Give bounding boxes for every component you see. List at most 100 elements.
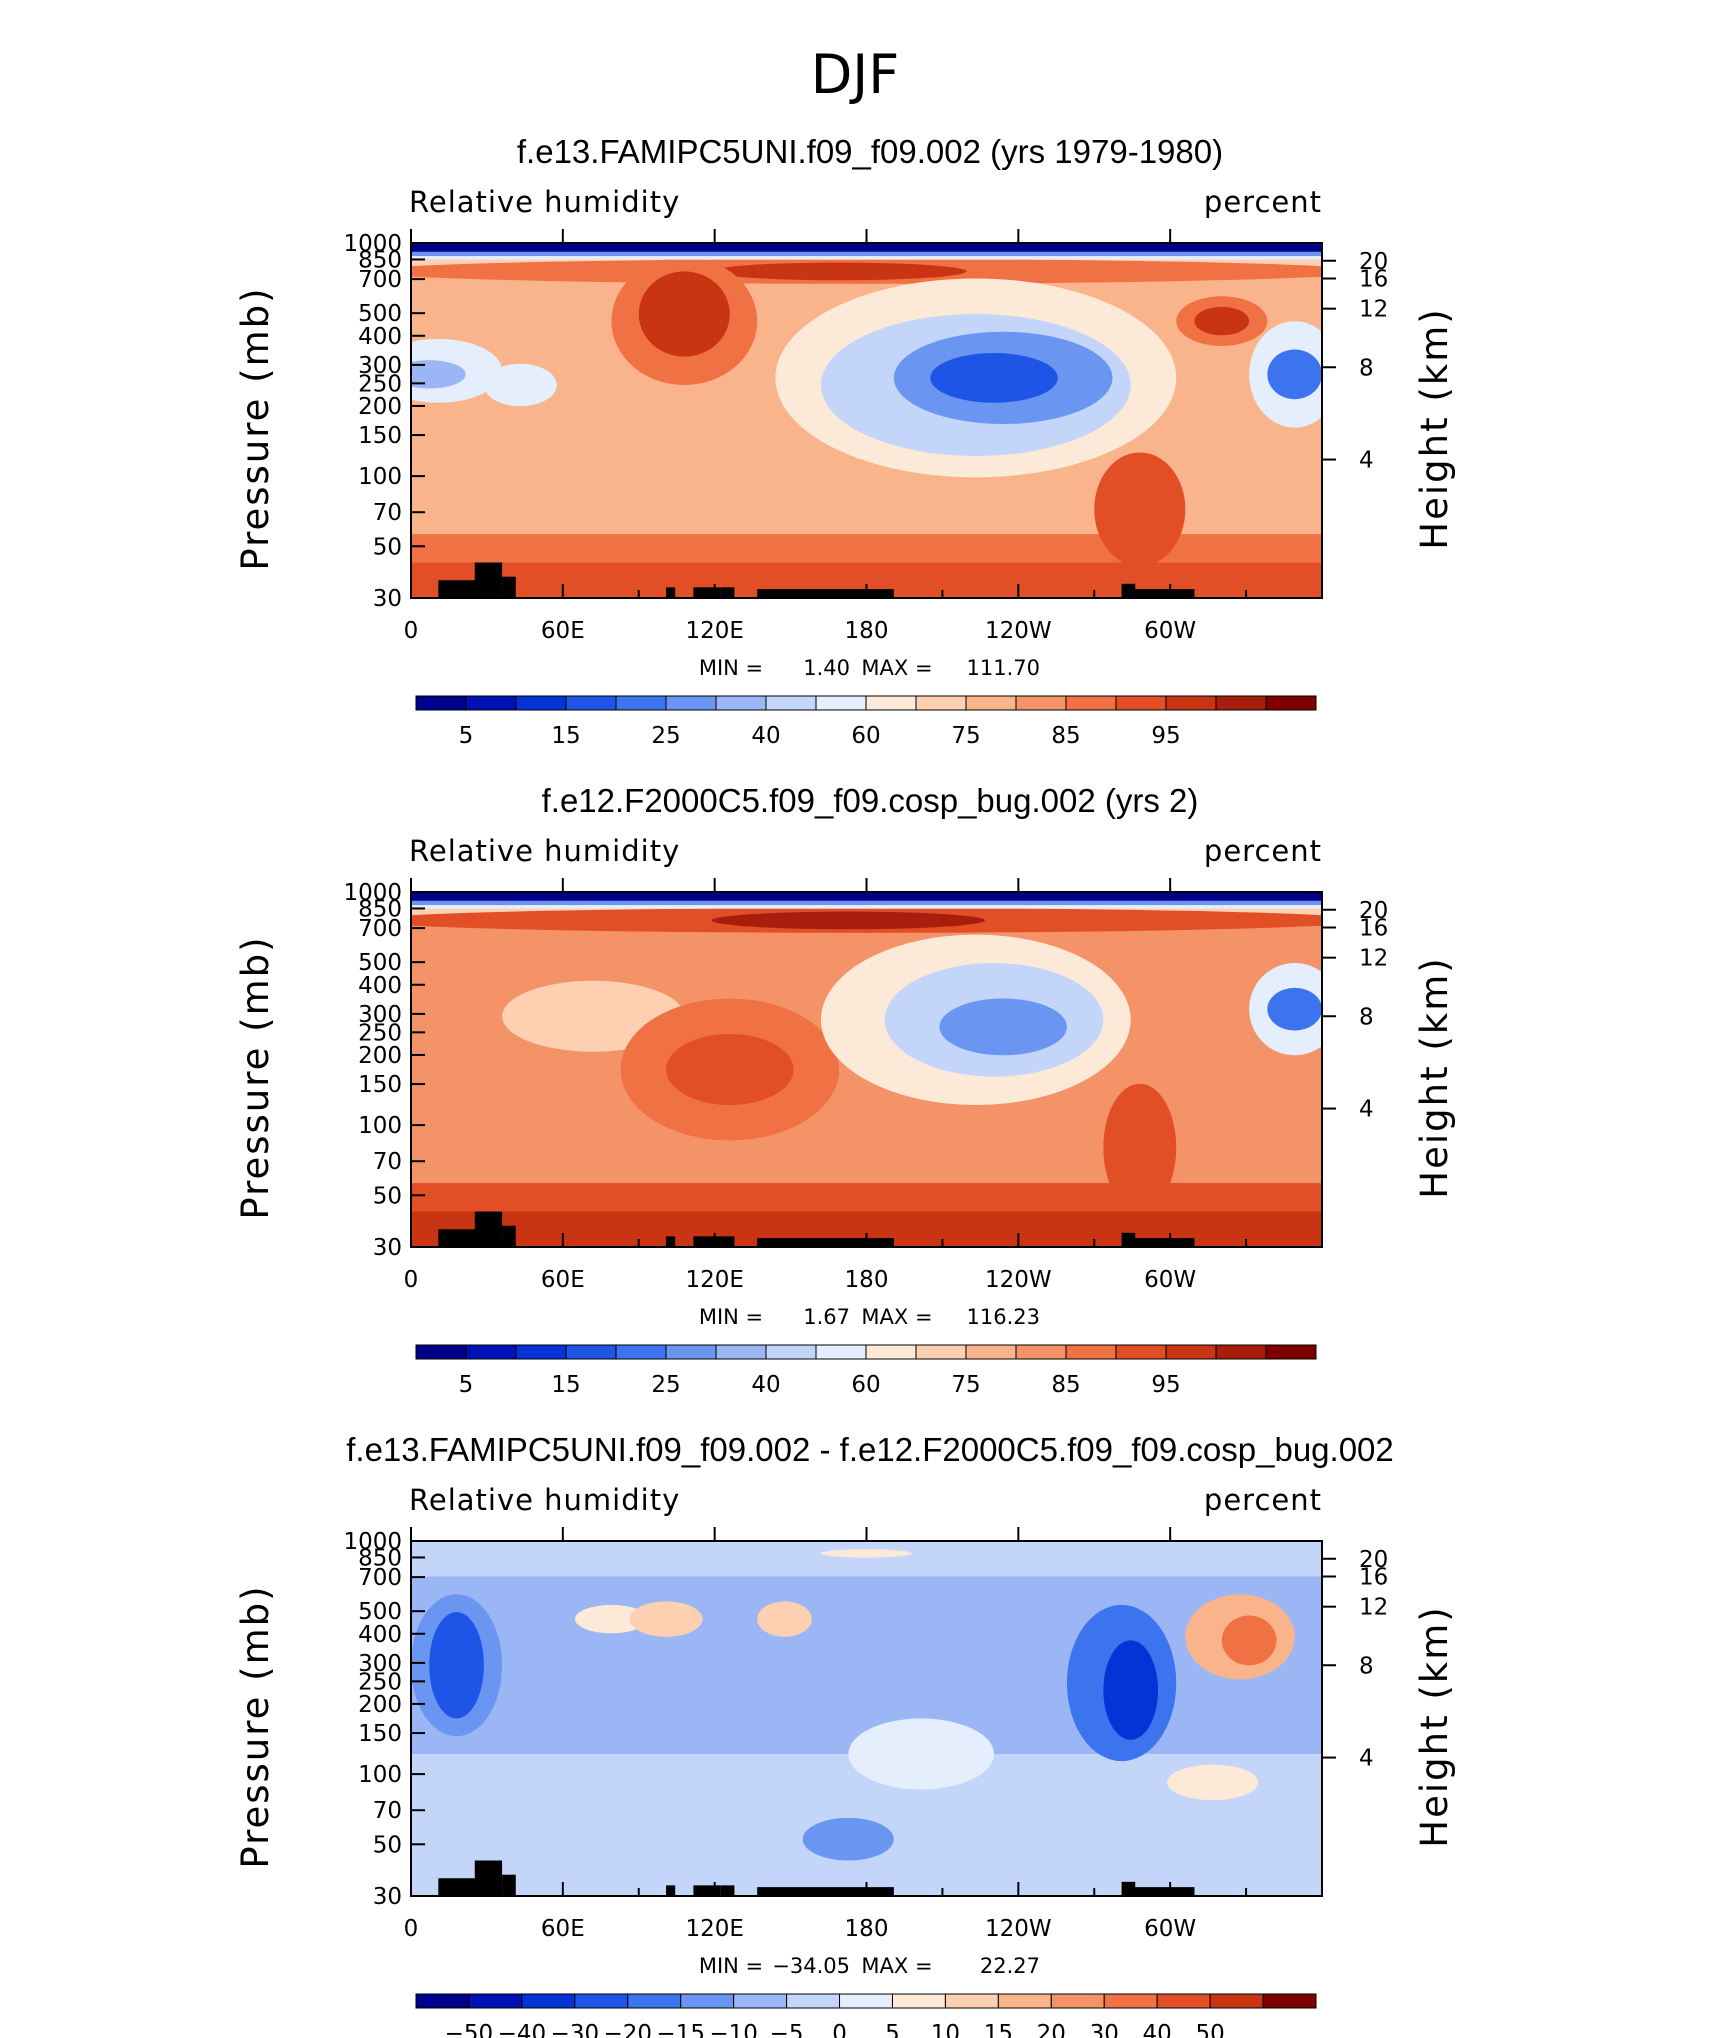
- contour-band: [1194, 306, 1250, 336]
- colorbar-tick-label: 40: [1143, 2021, 1172, 2038]
- x-tick-label: 120E: [685, 618, 743, 644]
- colorbar-tick-label: 95: [1151, 723, 1180, 749]
- height-tick-label: 20: [1359, 249, 1388, 275]
- panel-1: f.e13.FAMIPC5UNI.f09_f09.002 (yrs 1979-1…: [234, 133, 1456, 749]
- min-value: 1.67: [803, 1305, 850, 1329]
- contour-band: [429, 1612, 484, 1719]
- contour-band: [574, 1604, 648, 1634]
- y-tick-label: 70: [373, 1149, 402, 1175]
- colorbar-swatch: [1065, 1344, 1117, 1360]
- colorbar-swatch: [715, 1344, 767, 1360]
- contour-band: [411, 256, 1322, 260]
- y-tick-label: 50: [373, 1183, 402, 1209]
- contour-band: [411, 251, 1322, 257]
- colorbar-tick-label: 15: [984, 2021, 1013, 2038]
- y-tick-label: 400: [358, 1622, 402, 1648]
- y-tick-label: 100: [358, 464, 402, 490]
- topography: [693, 1885, 721, 1896]
- colorbar-swatch: [627, 1993, 682, 2009]
- y-tick-label: 1000: [343, 880, 402, 906]
- colorbar-swatch: [815, 695, 867, 711]
- y-axis-label: Pressure (mb): [234, 935, 277, 1219]
- colorbar-swatch: [765, 695, 817, 711]
- x-tick-label: 180: [845, 1267, 889, 1293]
- panel-3: f.e13.FAMIPC5UNI.f09_f09.002 - f.e12.F20…: [234, 1431, 1456, 2038]
- x-tick-label: 120W: [985, 618, 1052, 644]
- contour-band: [1267, 987, 1322, 1031]
- colorbar-swatch: [915, 695, 967, 711]
- y-tick-label: 1000: [343, 1529, 402, 1555]
- colorbar-tick-label: 25: [651, 723, 680, 749]
- x-tick-label: 180: [845, 618, 889, 644]
- units-label: percent: [1204, 185, 1322, 219]
- colorbar-swatch: [1215, 1344, 1267, 1360]
- panel-title: f.e12.F2000C5.f09_f09.cosp_bug.002 (yrs …: [542, 782, 1199, 819]
- colorbar-swatch: [1015, 1344, 1067, 1360]
- y-axis-label-right: Height (km): [1413, 307, 1456, 549]
- colorbar-swatch: [1262, 1993, 1317, 2009]
- height-tick-label: 8: [1359, 1653, 1374, 1679]
- y-tick-label: 400: [358, 324, 402, 350]
- colorbar-swatch: [1015, 695, 1067, 711]
- colorbar-swatch: [815, 1344, 867, 1360]
- topography: [666, 1236, 676, 1247]
- colorbar-tick-label: 75: [951, 723, 980, 749]
- topography: [720, 1885, 735, 1896]
- x-tick-label: 0: [404, 618, 419, 644]
- panel-2: f.e12.F2000C5.f09_f09.cosp_bug.002 (yrs …: [234, 782, 1456, 1398]
- y-tick-label: 200: [358, 394, 402, 420]
- y-axis-label-right: Height (km): [1413, 1605, 1456, 1847]
- contour-band: [848, 1718, 995, 1790]
- y-tick-label: 700: [358, 916, 402, 942]
- height-tick-label: 16: [1359, 267, 1388, 293]
- y-tick-label: 850: [358, 896, 402, 922]
- y-tick-label: 200: [358, 1043, 402, 1069]
- colorbar-tick-label: 95: [1151, 1372, 1180, 1398]
- colorbar-swatch: [891, 1993, 946, 2009]
- x-tick-label: 120W: [985, 1267, 1052, 1293]
- colorbar-swatch: [786, 1993, 841, 2009]
- height-tick-label: 4: [1359, 448, 1374, 474]
- x-tick-label: 60E: [541, 1267, 585, 1293]
- x-tick-label: 0: [404, 1267, 419, 1293]
- contour-band: [638, 271, 730, 357]
- height-tick-label: 16: [1359, 916, 1388, 942]
- variable-label: Relative humidity: [409, 185, 680, 219]
- height-tick-label: 12: [1359, 1595, 1388, 1621]
- colorbar-swatch: [1115, 1344, 1167, 1360]
- contour-band: [411, 905, 1322, 909]
- colorbar-tick-label: −20: [603, 2021, 652, 2038]
- min-label: MIN =: [699, 656, 763, 680]
- colorbar-tick-label: −50: [445, 2021, 494, 2038]
- x-tick-label: 60W: [1144, 1267, 1196, 1293]
- figure-title: DJF: [811, 43, 900, 106]
- max-value: 111.70: [967, 656, 1040, 680]
- x-tick-label: 60E: [541, 618, 585, 644]
- x-tick-label: 120E: [685, 1267, 743, 1293]
- colorbar-tick-label: 50: [1195, 2021, 1224, 2038]
- topography: [666, 1885, 676, 1896]
- topography: [1130, 1887, 1195, 1896]
- colorbar-swatch: [1265, 1344, 1317, 1360]
- colorbar-swatch: [915, 1344, 967, 1360]
- colorbar-swatch: [415, 1993, 470, 2009]
- y-tick-label: 850: [358, 247, 402, 273]
- x-tick-label: 60W: [1144, 1916, 1196, 1942]
- topography: [666, 587, 676, 598]
- y-axis-label-right: Height (km): [1413, 956, 1456, 1198]
- contour-band: [757, 1601, 812, 1637]
- panel-title: f.e13.FAMIPC5UNI.f09_f09.002 - f.e12.F20…: [346, 1431, 1394, 1468]
- colorbar-swatch: [715, 695, 767, 711]
- topography: [720, 1236, 735, 1247]
- y-tick-label: 850: [358, 1545, 402, 1571]
- y-tick-label: 50: [373, 1832, 402, 1858]
- panel-title: f.e13.FAMIPC5UNI.f09_f09.002 (yrs 1979-1…: [517, 133, 1223, 170]
- colorbar-tick-label: 40: [751, 1372, 780, 1398]
- topography: [693, 587, 721, 598]
- topography: [438, 580, 484, 598]
- units-label: percent: [1204, 1483, 1322, 1517]
- y-tick-label: 700: [358, 267, 402, 293]
- contour-band: [411, 892, 1322, 901]
- colorbar-swatch: [1156, 1993, 1211, 2009]
- colorbar-swatch: [515, 1344, 567, 1360]
